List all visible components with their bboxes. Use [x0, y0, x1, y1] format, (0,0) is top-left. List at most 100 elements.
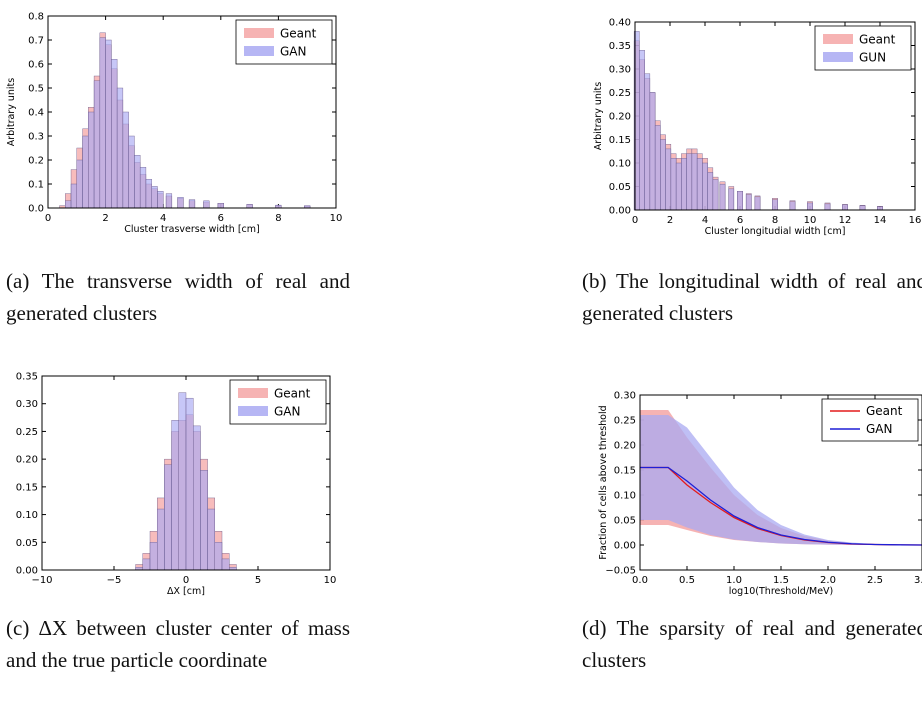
hist-bar — [105, 39, 112, 209]
hist-bar — [76, 159, 83, 209]
sparsity-band — [640, 415, 922, 545]
hist-bar — [644, 73, 651, 211]
hist-bar — [99, 37, 106, 209]
x-tick-label: 2 — [102, 213, 108, 224]
legend-box — [229, 379, 327, 425]
x-tick-label: −5 — [107, 575, 122, 586]
y-tick-label: 0.00 — [614, 541, 636, 552]
x-tick-label: 2.0 — [820, 575, 836, 586]
x-tick-label: 3.0 — [914, 575, 922, 586]
x-tick-label: 6 — [737, 215, 743, 226]
y-tick-label: 0.05 — [614, 516, 636, 527]
y-tick-label: 0.05 — [16, 538, 38, 549]
x-tick-label: 0.0 — [632, 575, 648, 586]
hist-bar — [134, 154, 141, 209]
x-axis-label: ΔX [cm] — [167, 586, 205, 597]
hist-bar — [185, 397, 194, 571]
hist-bar — [728, 188, 735, 211]
x-tick-label: 0 — [183, 575, 189, 586]
hist-bar — [754, 196, 761, 211]
y-tick-label: 0.00 — [609, 206, 631, 217]
plot-frame — [634, 21, 916, 211]
x-tick-label: 2 — [667, 215, 673, 226]
hist-bar — [65, 200, 72, 209]
y-tick-label: 0.20 — [614, 441, 636, 452]
hist-bar — [93, 80, 101, 209]
y-tick-label: 0.2 — [28, 156, 44, 167]
x-tick-label: 4 — [160, 213, 166, 224]
y-axis-label: Arbitrary units — [593, 82, 604, 150]
hist-bar — [151, 186, 158, 209]
panel-c: −10 −5 0 5 10 0.00 0.05 0.10 0.15 0.20 0.25 0.30 0.3… — [0, 360, 380, 600]
hist-bar — [660, 139, 666, 211]
hist-bar — [824, 203, 831, 211]
sparsity-line — [640, 466, 922, 546]
y-tick-label: 0.7 — [28, 36, 44, 47]
x-tick-label: 0 — [45, 213, 51, 224]
y-tick-label: 0.05 — [609, 182, 631, 193]
legend-label: Geant — [274, 387, 311, 401]
hist-bar — [696, 158, 703, 211]
hist-bar — [88, 111, 95, 209]
hist-bar — [654, 125, 661, 211]
y-tick-label: 0.8 — [28, 12, 44, 23]
legend-swatch — [238, 388, 268, 398]
x-tick-label: 10 — [324, 575, 337, 586]
y-tick-label: 0.0 — [28, 204, 44, 215]
y-tick-label: 0.10 — [16, 510, 38, 521]
hist-bar — [178, 392, 187, 571]
legend-swatch — [244, 46, 274, 56]
hist-bar — [171, 420, 180, 571]
hist-bar — [789, 201, 796, 211]
legend-swatch — [244, 28, 274, 38]
hist-bar — [188, 199, 196, 209]
y-tick-label: 0.30 — [614, 391, 636, 402]
x-axis-label: Cluster trasverse width [cm] — [124, 224, 259, 235]
hist-bar — [214, 542, 223, 571]
x-tick-label: 2.5 — [867, 575, 883, 586]
y-tick-label: 0.30 — [609, 65, 631, 76]
hist-bar — [128, 135, 135, 209]
hist-bar — [139, 166, 147, 209]
hist-bar — [122, 111, 129, 209]
legend-box — [821, 398, 919, 442]
plot-frame — [47, 15, 337, 209]
hist-bar — [675, 162, 682, 211]
hist-bar — [165, 193, 173, 209]
x-axis-label: log10(Threshold/MeV) — [729, 586, 834, 597]
caption-c: (c) ΔX between cluster center of mass an… — [6, 616, 350, 672]
x-tick-label: 0.5 — [679, 575, 695, 586]
y-tick-label: 0.25 — [614, 416, 636, 427]
y-tick-label: 0.3 — [28, 132, 44, 143]
y-tick-label: 0.20 — [16, 455, 38, 466]
hist-bar — [149, 542, 158, 571]
caption-d: (d) The sparsity of real and generated c… — [582, 616, 922, 672]
x-tick-label: 1.0 — [726, 575, 742, 586]
hist-bar — [192, 425, 201, 571]
hist-bar — [649, 92, 656, 211]
y-axis-label: Arbitrary units — [6, 78, 17, 146]
plot-frame — [639, 394, 922, 571]
y-tick-label: 0.10 — [614, 491, 636, 502]
x-tick-label: 14 — [874, 215, 887, 226]
panel-a: 0 2 4 6 8 10 0.0 0.1 0.2 0.3 0.4 0.5 0.6 0.7 0.8 Cluste… — [0, 0, 380, 250]
hist-bar — [145, 178, 152, 209]
legend-label: GAN — [866, 422, 892, 436]
legend-swatch — [823, 52, 853, 62]
x-tick-label: 5 — [255, 575, 261, 586]
hist-bar — [142, 558, 151, 571]
hist-bar — [246, 204, 253, 209]
hist-bar — [681, 158, 687, 211]
hist-bar — [807, 202, 813, 211]
hist-bar — [842, 204, 848, 211]
y-tick-label: 0.25 — [609, 88, 631, 99]
y-tick-label: 0.15 — [614, 466, 636, 477]
hist-bar — [686, 153, 693, 211]
y-tick-label: 0.5 — [28, 84, 44, 95]
legend-swatch — [823, 34, 853, 44]
hist-bar — [156, 508, 165, 571]
hist-bar — [712, 179, 719, 211]
hist-bar — [157, 190, 164, 209]
panel-d: 0.0 0.5 1.0 1.5 2.0 2.5 3.0 −0.05 0.00 0.05 0.10 0.… — [560, 380, 922, 610]
chart-transverse-width: 0 2 4 6 8 10 0.0 0.1 0.2 0.3 0.4 0.5 0.6 0.7 0.8 Cluste… — [6, 12, 342, 236]
